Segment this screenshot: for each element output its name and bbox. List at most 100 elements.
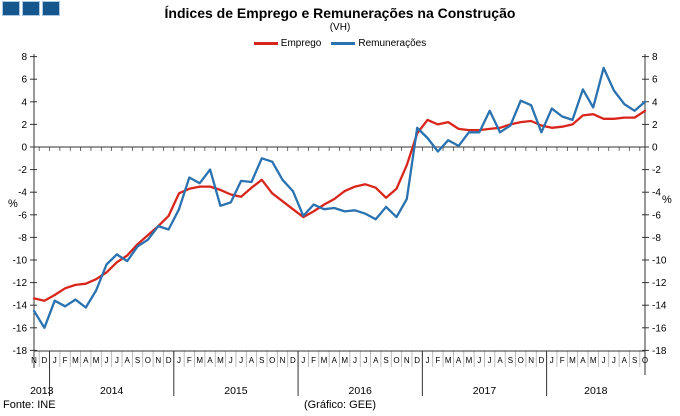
y-tick-label-left: -14	[13, 301, 28, 312]
year-label: 2014	[100, 385, 124, 397]
month-label: J	[177, 356, 181, 365]
month-label: J	[612, 356, 616, 365]
month-label: F	[311, 356, 316, 365]
month-label: N	[528, 356, 534, 365]
month-label: A	[332, 356, 338, 365]
year-label: 2015	[224, 385, 248, 397]
month-label: J	[363, 356, 367, 365]
y-tick-label-left: 2	[21, 120, 27, 131]
month-label: J	[550, 356, 554, 365]
axis-labels: 8 8 6 6 4 4 2 2 0 0 -2 -2 -4 -4 -6 -6 -8 -8 -10 -10 -12 -12 -1…	[8, 52, 672, 357]
month-label: D	[539, 356, 545, 365]
month-label: D	[290, 356, 296, 365]
month-label: M	[466, 356, 473, 365]
month-label: A	[373, 356, 379, 365]
y-tick-label-right: 2	[652, 120, 658, 131]
month-label: A	[83, 356, 89, 365]
y-axis-title-right: %	[662, 194, 672, 206]
month-label: J	[477, 356, 481, 365]
month-label: S	[508, 356, 513, 365]
logo	[2, 1, 60, 16]
y-tick-label-left: 6	[21, 75, 27, 86]
month-label: M	[72, 356, 79, 365]
month-label: N	[404, 356, 410, 365]
month-label: A	[497, 356, 503, 365]
logo-square	[42, 1, 60, 16]
month-label: J	[115, 356, 119, 365]
y-tick-label-left: -18	[13, 346, 28, 357]
y-tick-label-left: -10	[13, 256, 28, 267]
month-label: A	[125, 356, 131, 365]
y-tick-label-right: 4	[652, 97, 658, 108]
month-label: D	[414, 356, 420, 365]
remuneracoes-line-swatch	[331, 42, 356, 45]
y-tick-label-left: 0	[21, 143, 27, 154]
month-label: S	[259, 356, 264, 365]
y-tick-label-right: -6	[652, 210, 661, 221]
y-tick-label-right: -4	[652, 188, 661, 199]
month-label: S	[383, 356, 388, 365]
month-label: D	[166, 356, 172, 365]
month-label: S	[135, 356, 140, 365]
credit-note: (Gráfico: GEE)	[303, 399, 377, 411]
month-label: A	[249, 356, 255, 365]
legend-label-remuneracoes: Remunerações	[358, 38, 427, 49]
month-label: O	[518, 356, 524, 365]
chart-title: Índices de Emprego e Remunerações na Con…	[164, 5, 516, 21]
y-tick-label-right: -14	[652, 301, 667, 312]
month-label: J	[239, 356, 243, 365]
y-tick-label-right: 0	[652, 143, 658, 154]
month-label: N	[155, 356, 161, 365]
y-tick-label-right: -12	[652, 278, 667, 289]
emprego-line-swatch	[253, 42, 278, 45]
month-label: M	[590, 356, 597, 365]
month-label: A	[207, 356, 213, 365]
y-tick-label-left: 8	[21, 52, 27, 63]
series-line-remuneraes	[32, 66, 647, 329]
month-label: M	[217, 356, 224, 365]
month-label: M	[321, 356, 328, 365]
logo-square	[22, 1, 40, 16]
y-tick-label-right: -2	[652, 165, 661, 176]
month-label: O	[393, 356, 399, 365]
month-label: O	[145, 356, 151, 365]
y-tick-label-left: -4	[18, 188, 27, 199]
y-tick-label-left: -8	[18, 233, 27, 244]
source-note: Fonte: INE	[3, 399, 56, 411]
series-line-emprego	[32, 109, 647, 302]
year-label: 2016	[349, 385, 373, 397]
legend-label-emprego: Emprego	[280, 38, 322, 49]
month-label: A	[622, 356, 628, 365]
y-tick-label-left: -16	[13, 323, 28, 334]
month-label: J	[488, 356, 492, 365]
chart-subtitle: (VH)	[329, 22, 351, 33]
month-label: J	[301, 356, 305, 365]
month-label: F	[63, 356, 68, 365]
y-tick-label-right: -8	[652, 233, 661, 244]
month-label: N	[280, 356, 286, 365]
month-label: A	[580, 356, 586, 365]
y-tick-label-right: -10	[652, 256, 667, 267]
year-label: 2013	[30, 385, 54, 397]
legend-item-remuneracoes: Remunerações	[331, 38, 426, 49]
y-tick-label-left: -2	[18, 165, 27, 176]
month-label: A	[456, 356, 462, 365]
month-label: J	[104, 356, 108, 365]
month-label: S	[632, 356, 637, 365]
y-tick-label-right: 8	[652, 52, 658, 63]
month-label: M	[445, 356, 452, 365]
month-label: J	[426, 356, 430, 365]
year-axis-labels: 2013 2014 2015 2016 2017 2018	[30, 385, 608, 397]
legend-item-emprego: Emprego	[253, 38, 322, 49]
month-label: J	[602, 356, 606, 365]
logo-square	[2, 1, 20, 16]
month-label: N	[31, 356, 37, 365]
axes	[30, 54, 649, 396]
month-label: F	[187, 356, 192, 365]
month-label: J	[53, 356, 57, 365]
month-label: F	[560, 356, 565, 365]
month-label: J	[229, 356, 233, 365]
